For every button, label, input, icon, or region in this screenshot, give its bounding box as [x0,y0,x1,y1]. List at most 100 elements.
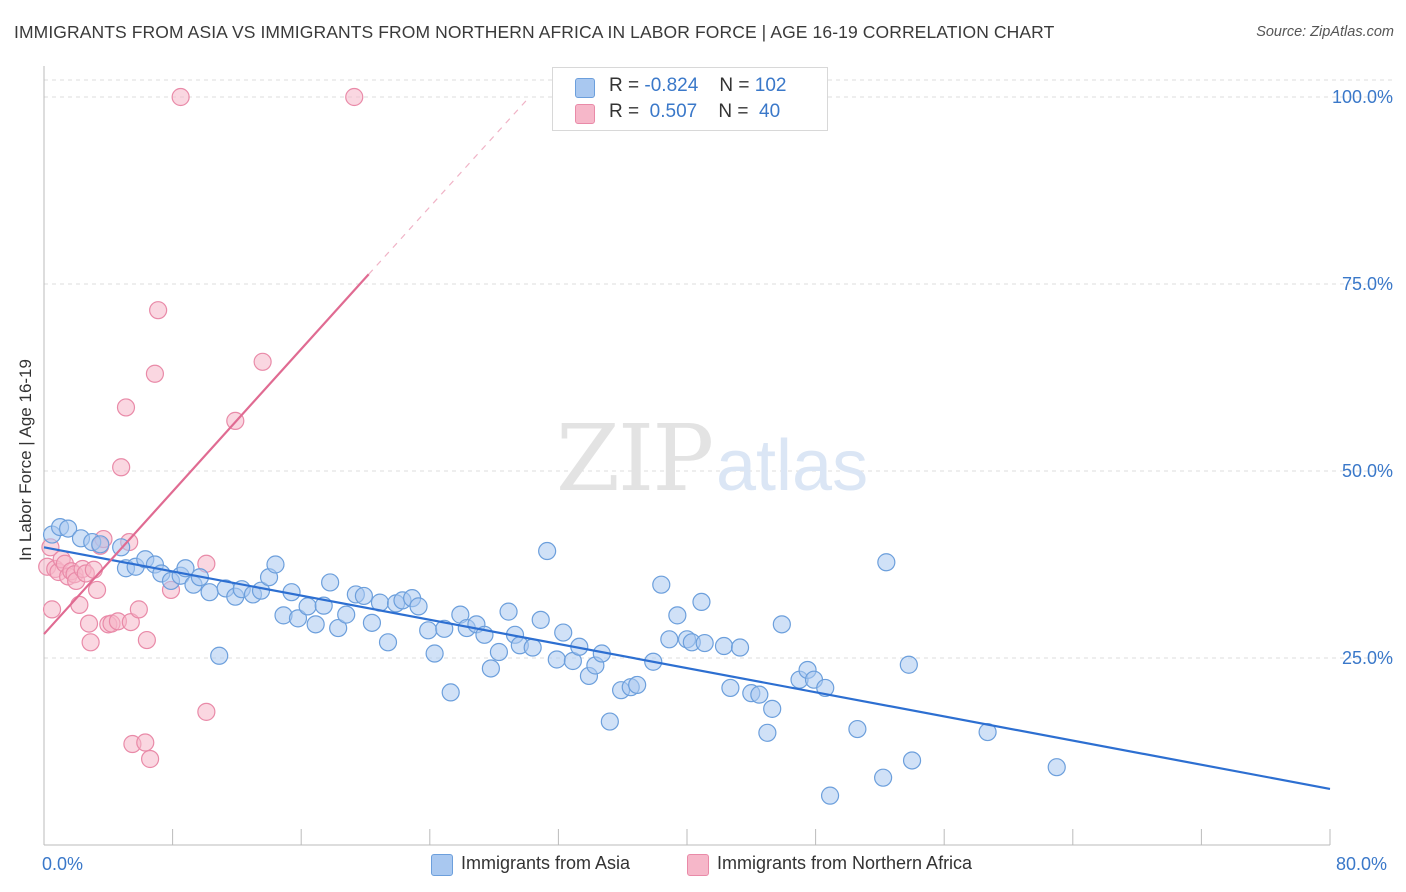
asia-point [91,535,110,554]
asia-point [714,636,734,656]
y-tick-label: 100.0% [1332,87,1393,107]
asia-point [554,623,573,642]
asia-point [354,586,373,606]
y-tick-label: 25.0% [1342,648,1393,668]
northern-africa-point [145,364,165,383]
grid-layer [44,79,1392,659]
r-label: R = [609,75,640,96]
n-label: N = [718,101,749,122]
asia-point [419,621,438,640]
asia-point [288,609,308,628]
asia-point [848,719,867,739]
asia-point [1047,758,1066,777]
trend-lines [43,96,1331,790]
northern-africa-point [87,580,107,600]
northern-africa-trend-extension [368,96,530,275]
asia-point [306,615,325,634]
northern-africa-point [70,595,89,614]
asia-trend-line [43,546,1331,790]
r-value: 0.507 [644,101,698,122]
asia-point [652,575,671,594]
asia-point [660,630,679,649]
source-credit: Source: ZipAtlas.com [1256,24,1394,40]
northern-africa-point [137,630,156,650]
asia-point [874,768,893,787]
stats-text-northern-africa: R = 0.507 N = 40 [609,101,780,123]
asia-point [200,583,219,602]
asia-point [441,683,460,702]
northern-africa-point [112,458,131,477]
northern-africa-point [84,560,103,579]
northern-africa-point [171,87,190,107]
n-value: 102 [754,75,787,96]
asia-point [59,519,78,538]
n-value: 40 [753,101,781,122]
watermark-atlas: atlas [716,426,868,506]
asia-point [337,605,356,624]
asia-point [362,613,382,632]
asia-point [266,555,285,574]
asia-point [750,685,769,704]
asia-swatch [575,78,595,98]
y-tick-labels: 25.0% 50.0% 75.0% 100.0% [1332,87,1393,668]
asia-point [547,650,566,669]
series-northern-africa-points [38,87,364,769]
asia-point [523,638,542,657]
r-label: R = [609,101,640,122]
asia-point [329,618,348,638]
asia-point [758,723,777,742]
asia-point [600,712,619,731]
asia-point [435,619,454,638]
northern-africa-point [79,614,99,633]
x-tick-label-min: 0.0% [42,854,84,874]
northern-africa-trend-line [43,273,370,635]
asia-point [772,615,791,634]
asia-point [877,553,896,572]
axes [43,66,1331,846]
series-asia-points [42,517,1066,805]
northern-africa-point [116,398,136,417]
northern-africa-point [197,702,216,721]
legend-swatch-northern-africa [687,854,709,876]
watermark-zip: ZIP [556,405,712,512]
stats-legend: R = -0.824 N = 102 R = 0.507 N = 40 [552,67,828,131]
r-value: -0.824 [644,75,699,96]
y-tick-label: 50.0% [1342,461,1393,481]
northern-africa-point [42,600,62,619]
northern-africa-point [136,733,155,752]
watermark: ZIP atlas [556,405,868,512]
asia-point [692,592,711,612]
africa-swatch [575,104,595,124]
asia-point [628,675,647,695]
northern-africa-point [345,87,364,107]
stats-text-asia: R = -0.824 N = 102 [609,75,786,97]
asia-point [763,699,782,718]
asia-point [531,610,550,629]
northern-africa-point [129,600,148,619]
y-tick-label: 75.0% [1342,274,1393,294]
asia-point [668,606,687,625]
asia-point [489,642,509,662]
northern-africa-point [149,301,168,320]
n-label: N = [719,75,750,96]
asia-point [721,678,740,698]
x-tick-label-max: 80.0% [1336,854,1388,874]
asia-point [210,646,229,665]
chart-title: IMMIGRANTS FROM ASIA VS IMMIGRANTS FROM … [14,22,1055,42]
asia-point [378,633,398,652]
asia-point [409,597,428,616]
asia-point [481,659,500,678]
northern-africa-point [140,749,160,769]
northern-africa-point [81,633,100,652]
legend-label-northern-africa: Immigrants from Northern Africa [717,853,973,873]
legend-swatch-asia [431,854,453,876]
series-legend: Immigrants from Asia Immigrants from Nor… [0,852,1406,878]
asia-point [902,751,922,770]
asia-point [499,602,518,621]
asia-point [899,655,918,674]
asia-point [298,597,317,616]
asia-point [820,786,840,805]
northern-africa-point [253,352,272,371]
asia-point [695,633,714,653]
